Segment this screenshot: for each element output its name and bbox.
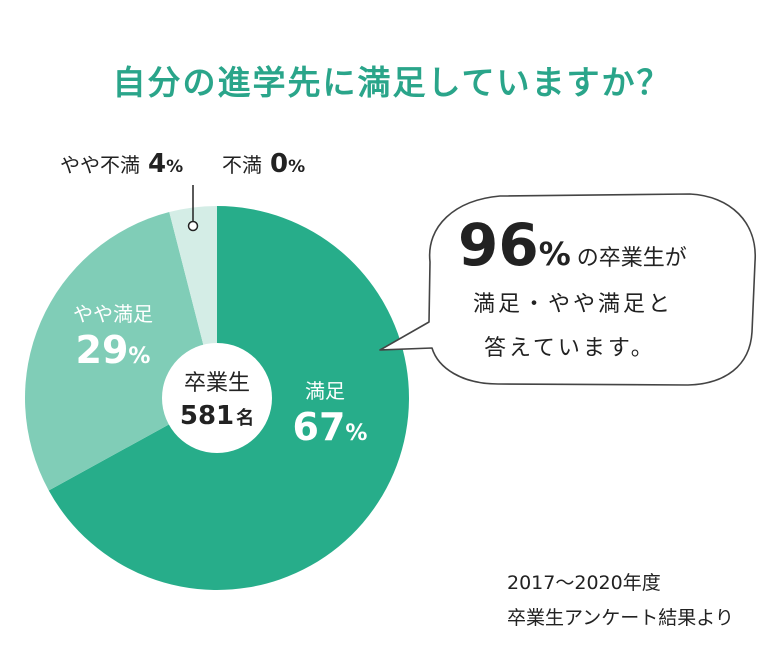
slice-value-satisfied-unit: % <box>345 421 367 446</box>
slice-label-somewhat-unsatisfied: やや不満 <box>60 153 140 177</box>
slice-value-satisfied-number: 67 <box>293 405 346 449</box>
center-count: 581 名 <box>180 401 254 431</box>
callout-line2: 満足・やや満足と <box>473 292 673 317</box>
center-count-unit: 名 <box>236 407 254 429</box>
slice-label-unsatisfied: 不満 <box>222 153 262 177</box>
center-count-value: 581 <box>180 401 234 431</box>
slice-value-somewhat-satisfied-unit: % <box>128 344 150 369</box>
slice-label-satisfied: 満足 <box>305 379 345 403</box>
outside-label-somewhat-unsatisfied: やや不満 4% <box>60 149 183 179</box>
source-line-1: 2017〜2020年度 <box>507 572 661 594</box>
center-label: 卒業生 <box>184 371 250 396</box>
slice-value-satisfied: 67% <box>293 405 368 449</box>
callout-line1-rest: の卒業生が <box>577 246 687 271</box>
callout-big-unit: % <box>539 235 571 273</box>
slice-value-somewhat-satisfied: 29% <box>76 328 151 372</box>
slice-value-somewhat-unsatisfied-unit: % <box>166 157 183 177</box>
outside-label-unsatisfied: 不満 0% <box>222 149 305 179</box>
speech-bubble <box>379 193 756 386</box>
slice-value-unsatisfied-number: 0 <box>270 149 288 179</box>
slice-value-somewhat-unsatisfied-number: 4 <box>148 149 166 179</box>
center-circle <box>162 343 272 453</box>
slice-value-somewhat-satisfied-number: 29 <box>76 328 129 372</box>
chart-title: 自分の進学先に満足していますか？ <box>112 63 672 102</box>
callout-line1: 96% の卒業生が <box>458 211 687 279</box>
slice-value-unsatisfied-unit: % <box>288 157 305 177</box>
leader-dot <box>187 220 199 232</box>
callout-big-number: 96 <box>458 211 539 279</box>
source-line-2: 卒業生アンケート結果より <box>507 607 734 629</box>
slice-label-somewhat-satisfied: やや満足 <box>73 302 153 326</box>
callout-line3: 答えています。 <box>484 336 656 361</box>
